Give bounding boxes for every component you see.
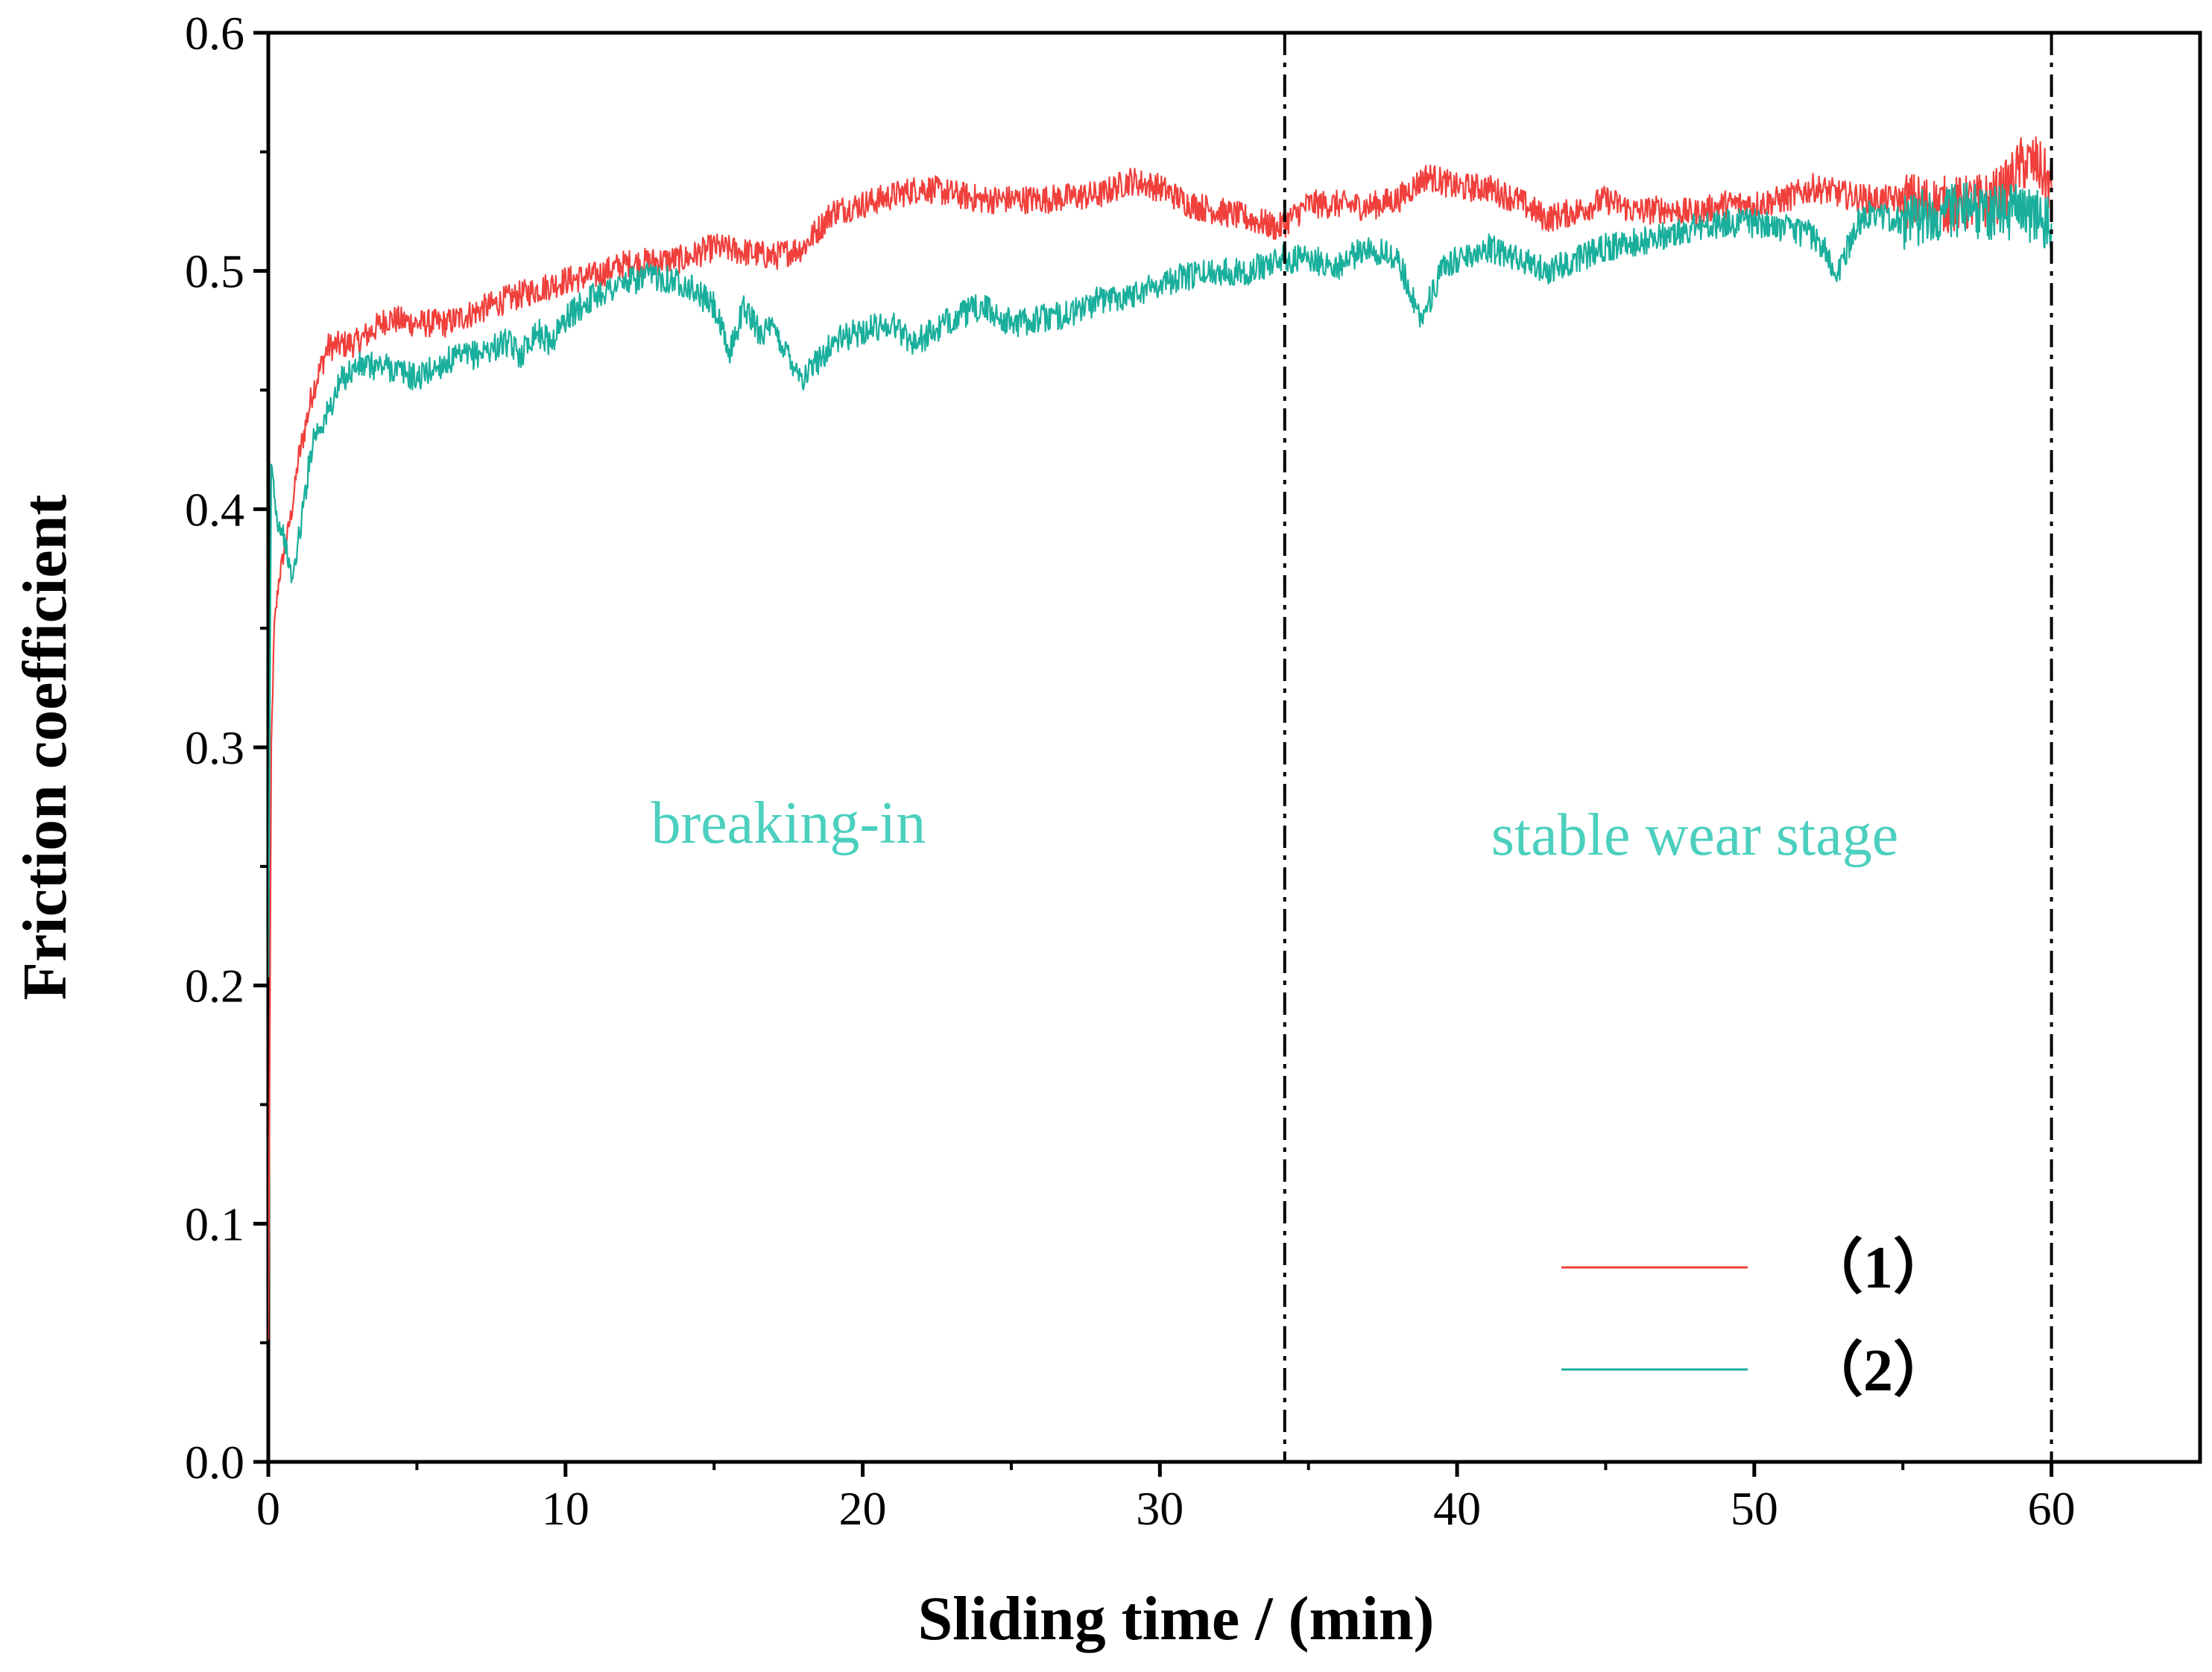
y-tick-label: 0.2 — [185, 960, 244, 1013]
x-tick-label: 30 — [1136, 1482, 1184, 1535]
y-tick-label: 0.0 — [185, 1436, 244, 1489]
x-axis-title: Sliding time / (min) — [917, 1584, 1434, 1653]
legend-label-2: （2） — [1804, 1338, 1953, 1404]
stage-annotation-2: stable wear stage — [1491, 802, 1898, 868]
y-tick-label: 0.6 — [185, 7, 244, 60]
x-tick-label: 40 — [1433, 1482, 1481, 1535]
stage-annotation-1: breaking-in — [651, 791, 926, 856]
x-tick-label: 60 — [2028, 1482, 2076, 1535]
x-tick-label: 50 — [1731, 1482, 1778, 1535]
x-tick-label: 10 — [542, 1482, 590, 1535]
x-tick-label: 0 — [256, 1482, 280, 1535]
series-line-1 — [268, 136, 2053, 1340]
series-line-2 — [268, 182, 2053, 978]
y-tick-label: 0.5 — [185, 245, 244, 298]
legend: （1） （2） — [1561, 1235, 1953, 1404]
y-tick-label: 0.3 — [185, 721, 244, 774]
y-tick-label: 0.1 — [185, 1197, 244, 1250]
y-axis-title: Friction coefficient — [10, 495, 80, 1001]
y-tick-label: 0.4 — [185, 483, 244, 536]
legend-label-1: （1） — [1804, 1235, 1953, 1301]
x-tick-label: 20 — [839, 1482, 887, 1535]
